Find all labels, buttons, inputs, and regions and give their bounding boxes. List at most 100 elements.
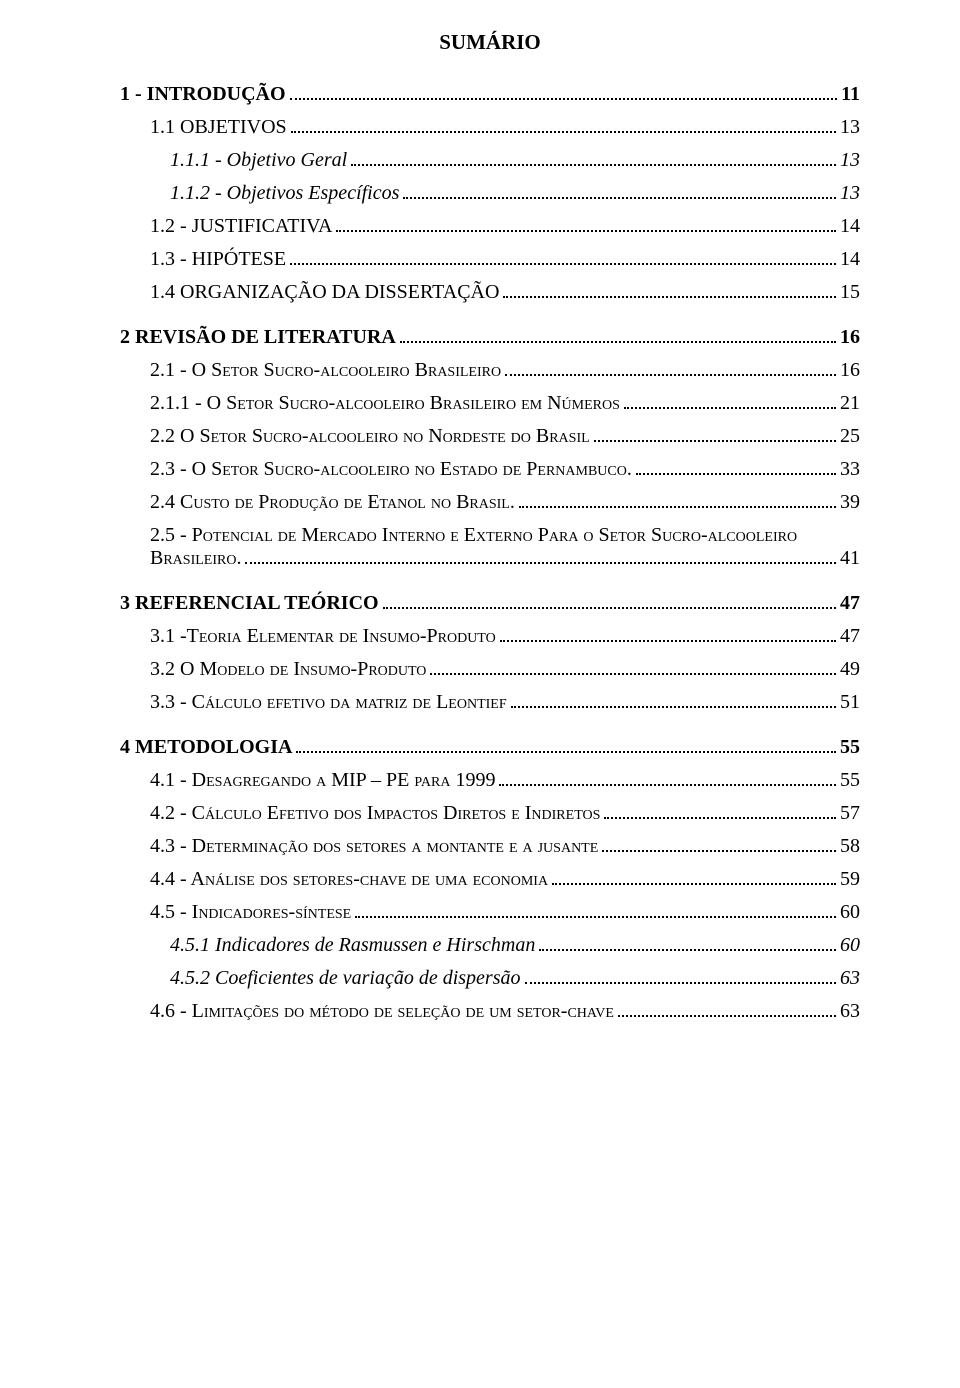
toc-page: SUMÁRIO 1 - INTRODUÇÃO111.1 OBJETIVOS131… — [0, 0, 960, 1083]
toc-entry-label: 4.5.2 Coeficientes de variação de disper… — [170, 967, 521, 990]
toc-entry-page: 57 — [840, 802, 860, 825]
toc-leader-dots — [604, 817, 836, 819]
toc-entry-page: 59 — [840, 868, 860, 891]
toc-entry-page: 13 — [840, 182, 860, 205]
toc-entry: 1.2 - JUSTIFICATIVA 14 — [150, 215, 860, 238]
toc-entry: 3.2 O Modelo de Insumo-Produto 49 — [150, 658, 860, 681]
toc-leader-dots — [355, 916, 836, 918]
toc-entry-label: 2.3 - O Setor Sucro-alcooleiro no Estado… — [150, 458, 632, 481]
toc-entry-page: 51 — [840, 691, 860, 714]
toc-entry-label: 1.3 - HIPÓTESE — [150, 248, 286, 271]
toc-entry-page: 49 — [840, 658, 860, 681]
toc-entry-page: 15 — [840, 281, 860, 304]
toc-entry-page: 47 — [840, 625, 860, 648]
toc-entry-label: 3.1 -Teoria Elementar de Insumo-Produto — [150, 625, 496, 648]
toc-entry-page: 14 — [840, 248, 860, 271]
toc-entry: 1.3 - HIPÓTESE 14 — [150, 248, 860, 271]
toc-entry: 2.1.1 - O Setor Sucro-alcooleiro Brasile… — [150, 392, 860, 415]
toc-leader-dots — [351, 164, 836, 166]
toc-entry-label: 1 - INTRODUÇÃO — [120, 83, 286, 106]
toc-entry: 2.1 - O Setor Sucro-alcooleiro Brasileir… — [150, 359, 860, 382]
toc-entry: 2.4 Custo de Produção de Etanol no Brasi… — [150, 491, 860, 514]
toc-leader-dots — [500, 640, 836, 642]
toc-entry-page: 14 — [840, 215, 860, 238]
toc-leader-dots — [519, 506, 836, 508]
toc-entry-page: 60 — [840, 934, 860, 957]
toc-entry: 1.4 ORGANIZAÇÃO DA DISSERTAÇÃO 15 — [150, 281, 860, 304]
toc-entry-label: 3.3 - Cálculo efetivo da matriz de Leont… — [150, 691, 507, 714]
toc-entry-label: 1.1.2 - Objetivos Específicos — [170, 182, 399, 205]
toc-leader-dots — [291, 131, 836, 133]
toc-entry: 1.1 OBJETIVOS13 — [150, 116, 860, 139]
toc-leader-dots — [245, 562, 836, 564]
toc-entry-page: 39 — [840, 491, 860, 514]
toc-entry: 1.1.1 - Objetivo Geral13 — [170, 149, 860, 172]
toc-entry-page: 55 — [840, 736, 860, 759]
toc-leader-dots — [602, 850, 836, 852]
toc-container: 1 - INTRODUÇÃO 11 1.1 OBJETIVOS13 1.1.1 - O… — [120, 83, 860, 1023]
toc-entry: 2 REVISÃO DE LITERATURA 16 — [120, 326, 860, 349]
toc-entry-page: 33 — [840, 458, 860, 481]
toc-entry: 3.3 - Cálculo efetivo da matriz de Leont… — [150, 691, 860, 714]
toc-leader-dots — [430, 673, 836, 675]
toc-leader-dots — [290, 263, 836, 265]
toc-entry-label: Brasileiro. — [150, 547, 241, 570]
toc-entry: 4.1 - Desagregando a MIP – PE para 19995… — [150, 769, 860, 792]
toc-entry-page: 60 — [840, 901, 860, 924]
toc-entry-label: 4.5.1 Indicadores de Rasmussen e Hirschm… — [170, 934, 535, 957]
toc-leader-dots — [505, 374, 836, 376]
toc-entry-page: 41 — [840, 547, 860, 570]
toc-leader-dots — [336, 230, 836, 232]
toc-leader-dots — [594, 440, 836, 442]
toc-leader-dots — [618, 1015, 836, 1017]
toc-leader-dots — [624, 407, 836, 409]
toc-entry-page: 21 — [840, 392, 860, 415]
toc-entry-label: 4 METODOLOGIA — [120, 736, 292, 759]
toc-entry-page: 58 — [840, 835, 860, 858]
toc-entry-page: 25 — [840, 425, 860, 448]
toc-leader-dots — [383, 607, 836, 609]
toc-entry: 4.5.1 Indicadores de Rasmussen e Hirschm… — [170, 934, 860, 957]
toc-entry-label: 2.5 - Potencial de Mercado Interno e Ext… — [150, 524, 860, 547]
toc-entry-page: 13 — [840, 116, 860, 139]
toc-entry: 1.1.2 - Objetivos Específicos 13 — [170, 182, 860, 205]
toc-leader-dots — [511, 706, 836, 708]
toc-leader-dots — [403, 197, 836, 199]
toc-leader-dots — [539, 949, 836, 951]
toc-entry: 4.5.2 Coeficientes de variação de disper… — [170, 967, 860, 990]
toc-entry-label: 1.4 ORGANIZAÇÃO DA DISSERTAÇÃO — [150, 281, 499, 304]
toc-entry-label: 2.1.1 - O Setor Sucro-alcooleiro Brasile… — [150, 392, 620, 415]
toc-leader-dots — [290, 98, 838, 100]
toc-entry: 4.2 - Cálculo Efetivo dos Impactos Diret… — [150, 802, 860, 825]
toc-entry: 4.4 - Análise dos setores-chave de uma e… — [150, 868, 860, 891]
toc-entry: 3 REFERENCIAL TEÓRICO47 — [120, 592, 860, 615]
toc-leader-dots — [296, 751, 836, 753]
toc-leader-dots — [552, 883, 836, 885]
toc-entry: 2.3 - O Setor Sucro-alcooleiro no Estado… — [150, 458, 860, 481]
toc-entry-label: 2.4 Custo de Produção de Etanol no Brasi… — [150, 491, 515, 514]
toc-entry-label: 4.3 - Determinação dos setores a montant… — [150, 835, 598, 858]
toc-leader-dots — [503, 296, 836, 298]
toc-entry: 3.1 -Teoria Elementar de Insumo-Produto 4… — [150, 625, 860, 648]
toc-entry-label: 2.1 - O Setor Sucro-alcooleiro Brasileir… — [150, 359, 501, 382]
toc-entry-page: 47 — [840, 592, 860, 615]
toc-leader-dots — [525, 982, 837, 984]
toc-entry-label: 4.5 - Indicadores-síntese — [150, 901, 351, 924]
toc-entry-label: 4.6 - Limitações do método de seleção de… — [150, 1000, 614, 1023]
toc-entry-label: 2.2 O Setor Sucro-alcooleiro no Nordeste… — [150, 425, 590, 448]
toc-entry-label: 3.2 O Modelo de Insumo-Produto — [150, 658, 426, 681]
toc-entry-page: 63 — [840, 967, 860, 990]
toc-entry-page: 13 — [840, 149, 860, 172]
toc-entry-label: 2 REVISÃO DE LITERATURA — [120, 326, 396, 349]
toc-entry-page: 16 — [840, 326, 860, 349]
toc-entry-page: 16 — [840, 359, 860, 382]
toc-entry-page: 11 — [841, 83, 860, 106]
toc-leader-dots — [499, 784, 836, 786]
toc-entry: 4 METODOLOGIA 55 — [120, 736, 860, 759]
toc-entry: 2.5 - Potencial de Mercado Interno e Ext… — [150, 524, 860, 570]
toc-entry-page: 63 — [840, 1000, 860, 1023]
toc-entry-label: 4.4 - Análise dos setores-chave de uma e… — [150, 868, 548, 891]
toc-entry: 2.2 O Setor Sucro-alcooleiro no Nordeste… — [150, 425, 860, 448]
toc-entry-label: 1.2 - JUSTIFICATIVA — [150, 215, 332, 238]
toc-leader-dots — [636, 473, 836, 475]
